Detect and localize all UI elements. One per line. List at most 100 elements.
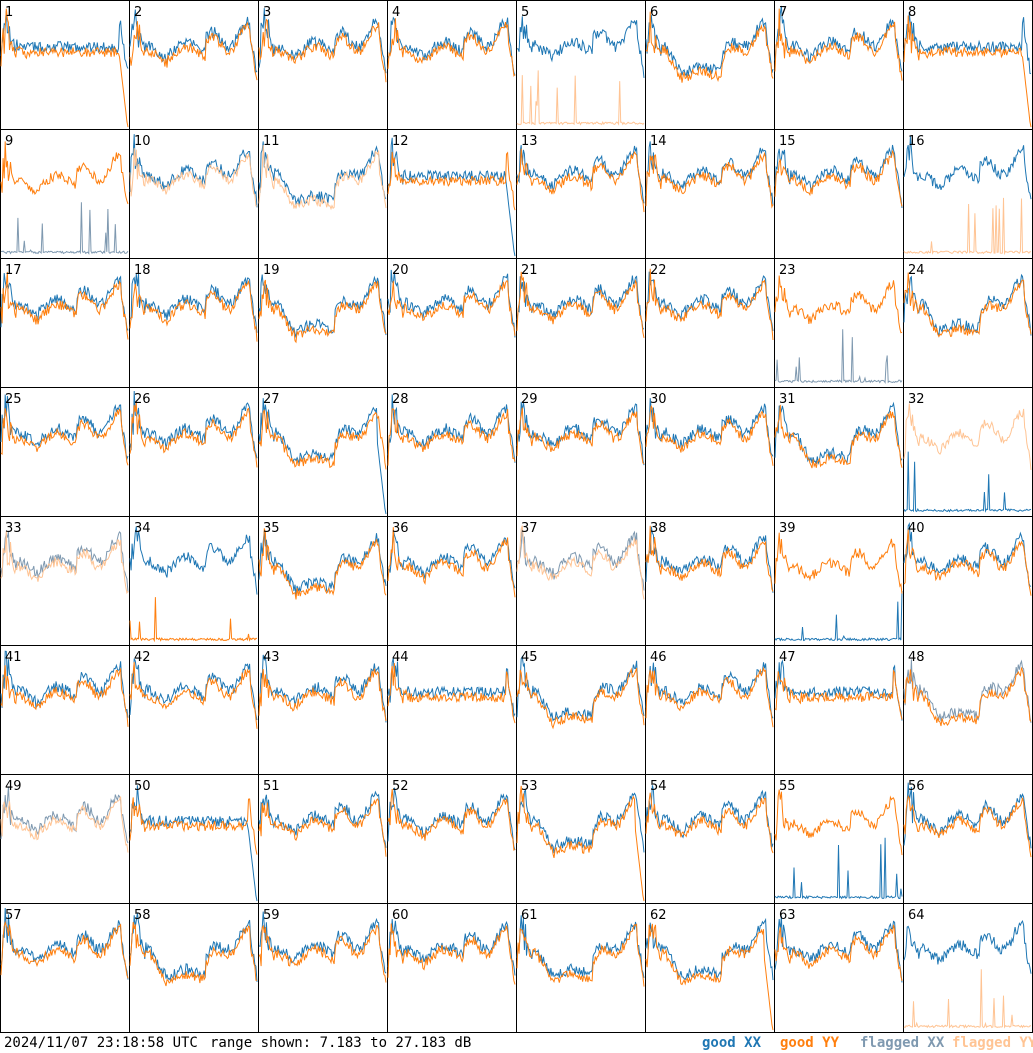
series-yy (903, 15, 1032, 128)
series-xx (774, 590, 903, 642)
panel-38: 38 (645, 516, 775, 646)
series-yy (258, 279, 387, 344)
panel-frame (903, 0, 1033, 130)
panel-label: 7 (779, 5, 787, 20)
series-yy (645, 923, 774, 1031)
panel-frame (903, 258, 1033, 388)
panel-label: 48 (908, 650, 925, 665)
panel-2: 2 (129, 0, 259, 130)
panel-1: 1 (0, 0, 130, 130)
series-yy (258, 145, 387, 211)
series-yy (0, 408, 129, 466)
series-xx (129, 134, 258, 208)
series-yy (903, 272, 1032, 338)
series-yy (129, 797, 258, 855)
panel-label: 20 (392, 263, 409, 278)
series-xx (903, 11, 1032, 75)
panel-label: 21 (521, 263, 538, 278)
panel-frame (129, 387, 259, 517)
series-xx (645, 14, 774, 78)
legend-flagged-xx-label: flagged XX (860, 1035, 945, 1051)
panel-42: 42 (129, 645, 259, 775)
panel-frame (516, 0, 646, 130)
series-xx (774, 329, 903, 385)
panel-frame (903, 516, 1033, 646)
panel-frame (129, 129, 259, 259)
series-yy (903, 667, 1032, 727)
panel-label: 62 (650, 908, 667, 923)
panel-13: 13 (516, 129, 646, 259)
series-yy (903, 197, 1031, 256)
panel-3: 3 (258, 0, 388, 130)
panel-label: 57 (5, 908, 22, 923)
panel-frame (774, 387, 904, 517)
series-xx (645, 398, 774, 457)
panel-label: 29 (521, 392, 538, 407)
panel-label: 41 (5, 650, 22, 665)
panel-label: 22 (650, 263, 667, 278)
panel-label: 24 (908, 263, 925, 278)
panel-frame (0, 129, 130, 259)
panel-57: 57 (0, 903, 130, 1033)
panel-frame (387, 129, 517, 259)
panel-label: 46 (650, 650, 667, 665)
series-yy (129, 922, 258, 987)
series-yy (258, 528, 387, 600)
series-yy (0, 141, 129, 205)
series-xx (645, 785, 774, 848)
series-yy (0, 796, 129, 853)
panel-label: 38 (650, 521, 667, 536)
panel-35: 35 (258, 516, 388, 646)
panel-label: 61 (521, 908, 538, 923)
series-xx (0, 907, 129, 980)
panel-label: 55 (779, 779, 796, 794)
panel-53: 53 (516, 774, 646, 904)
series-yy (774, 404, 903, 469)
series-xx (258, 530, 387, 595)
panel-54: 54 (645, 774, 775, 904)
panel-21: 21 (516, 258, 646, 388)
panel-label: 19 (263, 263, 280, 278)
series-yy (129, 148, 257, 207)
panel-frame (387, 0, 517, 130)
series-yy (516, 785, 645, 902)
series-xx (387, 918, 516, 976)
series-yy (774, 924, 903, 982)
series-yy (0, 531, 129, 595)
panel-label: 63 (779, 908, 796, 923)
series-yy (774, 789, 903, 856)
series-xx (129, 912, 258, 982)
series-xx (903, 659, 1032, 723)
panel-label: 39 (779, 521, 796, 536)
series-yy (387, 151, 516, 211)
panel-28: 28 (387, 387, 517, 517)
panel-frame (645, 516, 775, 646)
series-yy (903, 529, 1032, 596)
panel-61: 61 (516, 903, 646, 1033)
panel-label: 2 (134, 5, 142, 20)
panel-frame (774, 903, 904, 1033)
series-yy (516, 525, 645, 600)
series-xx (903, 136, 1032, 200)
series-xx (0, 530, 129, 593)
panel-47: 47 (774, 645, 904, 775)
panel-frame (387, 903, 517, 1033)
series-xx (774, 144, 903, 208)
panel-label: 13 (521, 134, 538, 149)
panel-52: 52 (387, 774, 517, 904)
panel-label: 56 (908, 779, 925, 794)
panel-55: 55 (774, 774, 904, 904)
panel-frame (774, 645, 904, 775)
series-yy (387, 527, 516, 598)
series-xx (129, 785, 258, 902)
panel-15: 15 (774, 129, 904, 259)
series-xx (387, 137, 516, 257)
series-xx (516, 528, 645, 591)
panel-label: 1 (5, 5, 13, 20)
series-yy (387, 663, 516, 724)
panel-label: 53 (521, 779, 538, 794)
panel-label: 36 (392, 521, 409, 536)
series-xx (516, 145, 645, 204)
panel-46: 46 (645, 645, 775, 775)
